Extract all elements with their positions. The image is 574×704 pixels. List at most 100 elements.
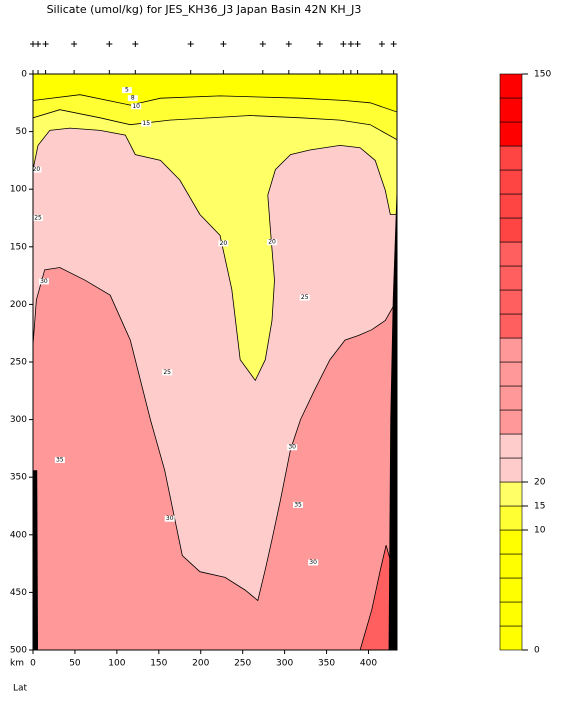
contour-label: 10	[132, 103, 140, 110]
contour-label-bg	[121, 87, 132, 94]
colorbar-tick-label: 150	[534, 70, 551, 80]
colorbar-segment	[499, 289, 523, 315]
station-marker	[378, 41, 385, 47]
x-axis-label: km	[10, 659, 24, 669]
x-tick-label: 150	[150, 659, 167, 669]
station-marker	[390, 41, 397, 47]
contour-label: 30	[166, 515, 174, 522]
colorbar-segment	[499, 217, 523, 243]
contour-label-bg	[54, 456, 65, 463]
contour-label: 25	[301, 294, 309, 301]
x-tick-label: 50	[69, 659, 81, 669]
station-marker	[354, 41, 361, 47]
contour-label: 25	[34, 215, 42, 222]
contour-label-bg	[308, 559, 319, 566]
colorbar-segment	[499, 529, 523, 555]
station-marker	[42, 41, 49, 47]
contour-label: 20	[33, 166, 41, 173]
contour-region	[359, 545, 393, 650]
contour-label: 20	[220, 240, 228, 247]
colorbar-segment	[499, 145, 523, 171]
y-tick-label: 250	[10, 358, 27, 368]
colorbar-segment	[499, 265, 523, 291]
y-tick-label: 300	[10, 415, 27, 425]
colorbar-tick-label: 15	[534, 502, 545, 512]
contour-label-bg	[267, 239, 278, 246]
x-tick-label: 0	[30, 659, 36, 669]
station-marker	[132, 41, 139, 47]
y-tick-label: 0	[21, 70, 27, 80]
x-tick-label: 250	[234, 659, 251, 669]
colorbar-segment	[499, 601, 523, 627]
y-tick-label: 100	[10, 185, 27, 195]
contour-label: 20	[268, 239, 276, 246]
colorbar-tick-label: 10	[534, 526, 546, 536]
colorbar-segment	[499, 337, 523, 363]
contour-label: 15	[142, 120, 150, 127]
x-tick-label: 300	[276, 659, 293, 669]
colorbar-segment	[499, 481, 523, 507]
y-tick-label: 50	[16, 127, 28, 137]
contour-label: 25	[163, 369, 171, 376]
station-marker	[35, 41, 42, 47]
station-marker	[30, 41, 36, 47]
x-tick-label: 100	[108, 659, 125, 669]
colorbar-segment	[499, 97, 523, 123]
contour-label-bg	[127, 95, 138, 102]
colorbar-segment	[499, 73, 523, 99]
contour-label: 35	[294, 501, 302, 508]
x-tick-label: 400	[360, 659, 377, 669]
contour-label-bg	[131, 103, 142, 110]
contour-label-bg	[299, 294, 310, 301]
contour-label: 30	[288, 444, 296, 451]
station-marker	[187, 41, 194, 47]
colorbar-segment	[499, 505, 523, 531]
colorbar-segment	[499, 193, 523, 219]
colorbar-segment	[499, 241, 523, 267]
station-marker	[71, 41, 78, 47]
colorbar-segment	[499, 409, 523, 435]
y-tick-label: 350	[10, 473, 27, 483]
contour-label-bg	[38, 278, 49, 285]
colorbar-segment	[499, 577, 523, 603]
contour-label: 35	[56, 456, 64, 463]
station-marker	[106, 41, 113, 47]
colorbar-segment	[499, 169, 523, 195]
contour-label-bg	[141, 120, 152, 127]
contour-label-bg	[287, 444, 298, 451]
y-tick-label: 500	[10, 646, 27, 656]
chart-title: Silicate (umol/kg) for JES_KH36_J3 Japan…	[47, 3, 362, 16]
contour-label-bg	[33, 166, 42, 173]
colorbar-segment	[499, 313, 523, 339]
station-marker	[259, 41, 266, 47]
contour-label-bg	[33, 215, 44, 221]
contour-label-bg	[218, 240, 229, 247]
contour-label: 5	[125, 87, 129, 94]
contour-label-bg	[293, 501, 304, 508]
contour-label: 30	[309, 559, 317, 566]
station-marker	[340, 41, 347, 47]
colorbar-segment	[499, 385, 523, 411]
contour-region	[33, 74, 397, 602]
contour-region	[33, 74, 397, 382]
contour-label: 30	[40, 278, 48, 285]
y-tick-label: 150	[10, 242, 27, 252]
station-marker	[220, 41, 227, 47]
station-marker	[347, 41, 354, 47]
station-marker	[285, 41, 292, 47]
colorbar-segment	[499, 361, 523, 387]
y-tick-label: 450	[10, 588, 27, 598]
colorbar-tick-label: 20	[534, 478, 546, 488]
y-tick-label: 200	[10, 300, 27, 310]
colorbar-segment	[499, 121, 523, 147]
y-tick-label: 400	[10, 530, 27, 540]
colorbar-tick-label: 0	[534, 646, 540, 656]
station-marker	[316, 41, 323, 47]
contour-label: 8	[131, 95, 135, 102]
colorbar-segment	[499, 457, 523, 483]
x-tick-label: 200	[192, 659, 209, 669]
no-data-area	[388, 180, 397, 650]
